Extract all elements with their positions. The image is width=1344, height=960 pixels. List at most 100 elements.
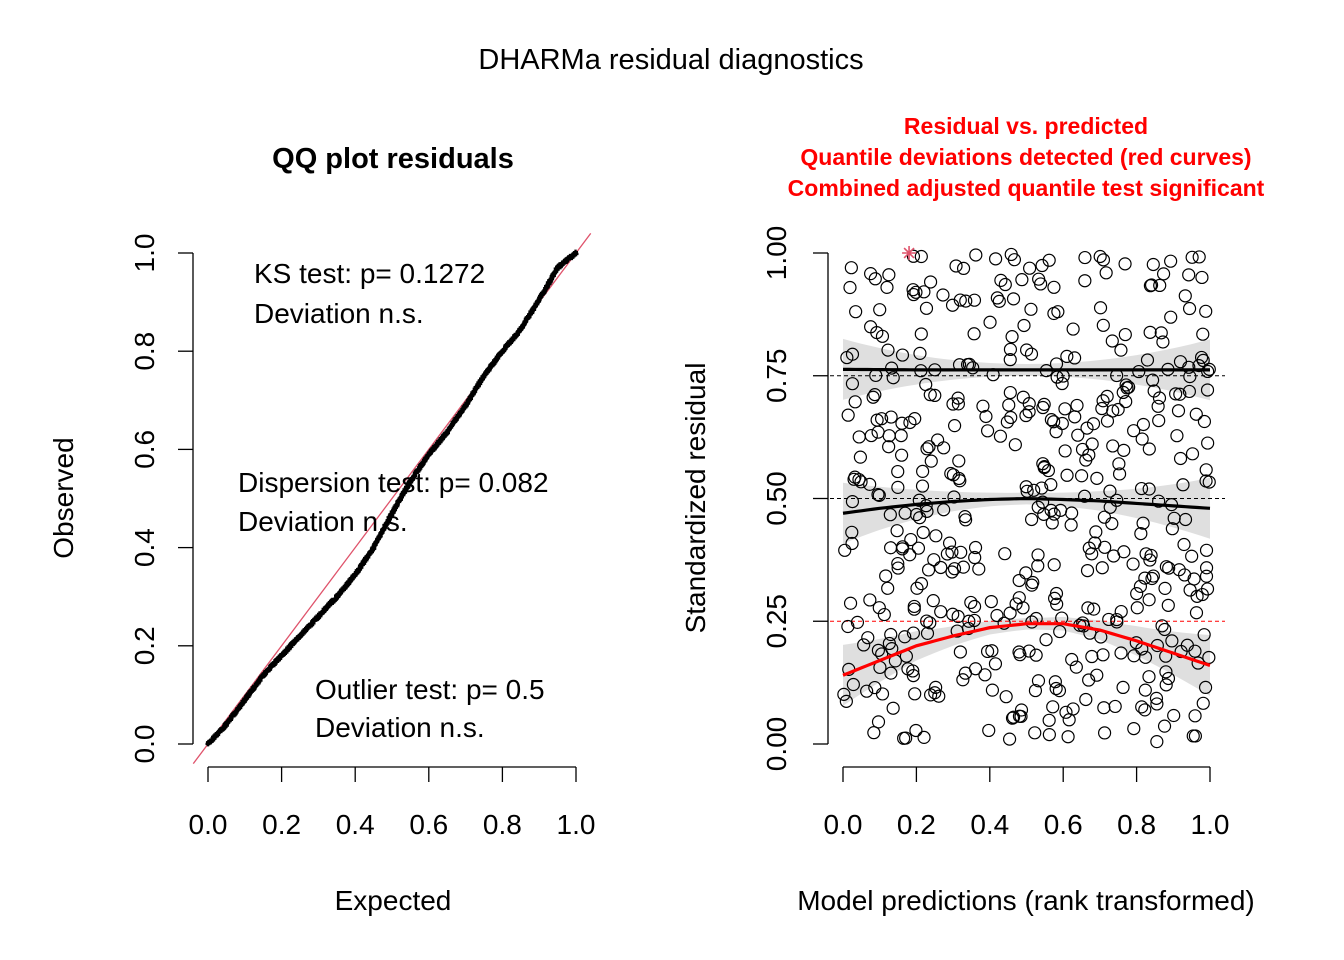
residual-point — [1195, 270, 1209, 285]
residual-point — [1182, 301, 1197, 316]
residual-point — [1079, 692, 1093, 707]
residual-point — [1143, 553, 1157, 567]
residual-point — [891, 464, 905, 479]
residual-point — [1037, 460, 1052, 474]
residual-point — [993, 429, 1008, 443]
residual-point — [1161, 598, 1175, 612]
residual-point — [1150, 697, 1164, 711]
qq-x-axis-label: Expected — [335, 885, 452, 916]
residual-point — [921, 563, 936, 577]
residual-point — [1097, 510, 1112, 524]
residual-point — [1183, 583, 1197, 597]
residual-point — [914, 327, 928, 341]
residual-point — [1022, 644, 1036, 658]
residual-point — [1106, 439, 1120, 453]
residual-point — [1082, 673, 1096, 687]
residual-point — [956, 261, 971, 276]
residual-point — [1155, 619, 1169, 633]
residual-point — [1058, 444, 1072, 458]
residual-point — [1078, 250, 1092, 265]
qq-x-tick-label: 0.8 — [483, 809, 522, 840]
residual-point — [958, 510, 972, 524]
residual-point — [928, 388, 942, 403]
residual-point — [1077, 489, 1092, 503]
residual-point — [1142, 442, 1156, 456]
residual-point — [1016, 601, 1030, 615]
residual-point — [1000, 415, 1014, 429]
residual-point — [1105, 334, 1119, 348]
residual-point — [917, 730, 931, 744]
residual-y-tick-label: 1.00 — [761, 226, 792, 281]
residual-point — [886, 371, 900, 385]
residual-point — [1102, 612, 1116, 627]
residual-point — [913, 346, 927, 360]
residual-point — [1085, 437, 1099, 451]
residual-point — [953, 645, 967, 659]
residual-point — [1031, 559, 1045, 573]
residual-point — [1074, 469, 1089, 483]
qq-y-axis-label: Observed — [48, 437, 79, 558]
residual-point — [1032, 272, 1046, 286]
residual-point — [879, 569, 893, 583]
residual-point — [1097, 726, 1112, 740]
qq-points-group — [205, 249, 579, 747]
residual-point — [875, 687, 890, 701]
residual-point — [874, 412, 889, 426]
quantile-curves — [842, 367, 1211, 677]
residual-point — [1156, 267, 1171, 281]
residual-point — [1149, 691, 1164, 705]
residual-point — [1042, 713, 1056, 727]
residual-point — [946, 468, 961, 482]
residual-point — [929, 529, 943, 543]
residual-point — [1022, 405, 1036, 419]
residual-point — [1111, 402, 1125, 417]
residual-point — [1142, 593, 1156, 607]
residual-point — [1144, 278, 1159, 292]
residual-point — [906, 283, 920, 297]
residual-point — [1031, 674, 1046, 688]
residual-point — [1099, 266, 1113, 280]
qq-x-tick-label: 1.0 — [557, 809, 596, 840]
residual-point — [1199, 561, 1214, 575]
residual-point — [1143, 325, 1157, 339]
residual-point — [956, 560, 971, 574]
residual-point — [848, 395, 862, 409]
residual-point — [1161, 671, 1176, 686]
residual-point — [894, 428, 908, 443]
residual-point — [967, 599, 982, 614]
residual-point — [1112, 457, 1126, 471]
residual-point — [901, 662, 915, 676]
qq-y-tick-label: 1.0 — [129, 234, 160, 273]
residual-point — [1065, 652, 1079, 667]
residual-point — [1050, 597, 1064, 611]
residual-point — [1119, 394, 1133, 409]
residual-point — [1185, 447, 1200, 461]
figure-title: DHARMa residual diagnostics — [478, 44, 863, 76]
residual-point — [861, 631, 875, 645]
residual-point — [880, 280, 894, 294]
residual-point — [1130, 601, 1144, 615]
residual-point — [1004, 410, 1018, 425]
residual-point — [1103, 484, 1117, 498]
residual-point — [947, 419, 962, 433]
residual-point — [1081, 601, 1095, 615]
residual-point — [1046, 700, 1060, 714]
residual-point — [1164, 254, 1178, 268]
residual-point — [1142, 482, 1156, 496]
residual-point — [882, 429, 896, 443]
residual-point — [1095, 401, 1109, 416]
residual-point — [866, 390, 880, 404]
residual-point — [1136, 516, 1150, 530]
residual-point — [982, 723, 996, 738]
qq-y-tick-label: 0.2 — [129, 626, 160, 665]
residual-point — [845, 377, 860, 391]
residual-point — [903, 415, 917, 430]
residual-point — [891, 561, 905, 575]
residual-point — [1171, 404, 1186, 418]
residual-point — [959, 294, 973, 308]
residual-point — [1095, 561, 1109, 575]
residual-point — [1117, 443, 1131, 457]
residual-point — [980, 424, 995, 438]
residual-point — [844, 261, 858, 275]
